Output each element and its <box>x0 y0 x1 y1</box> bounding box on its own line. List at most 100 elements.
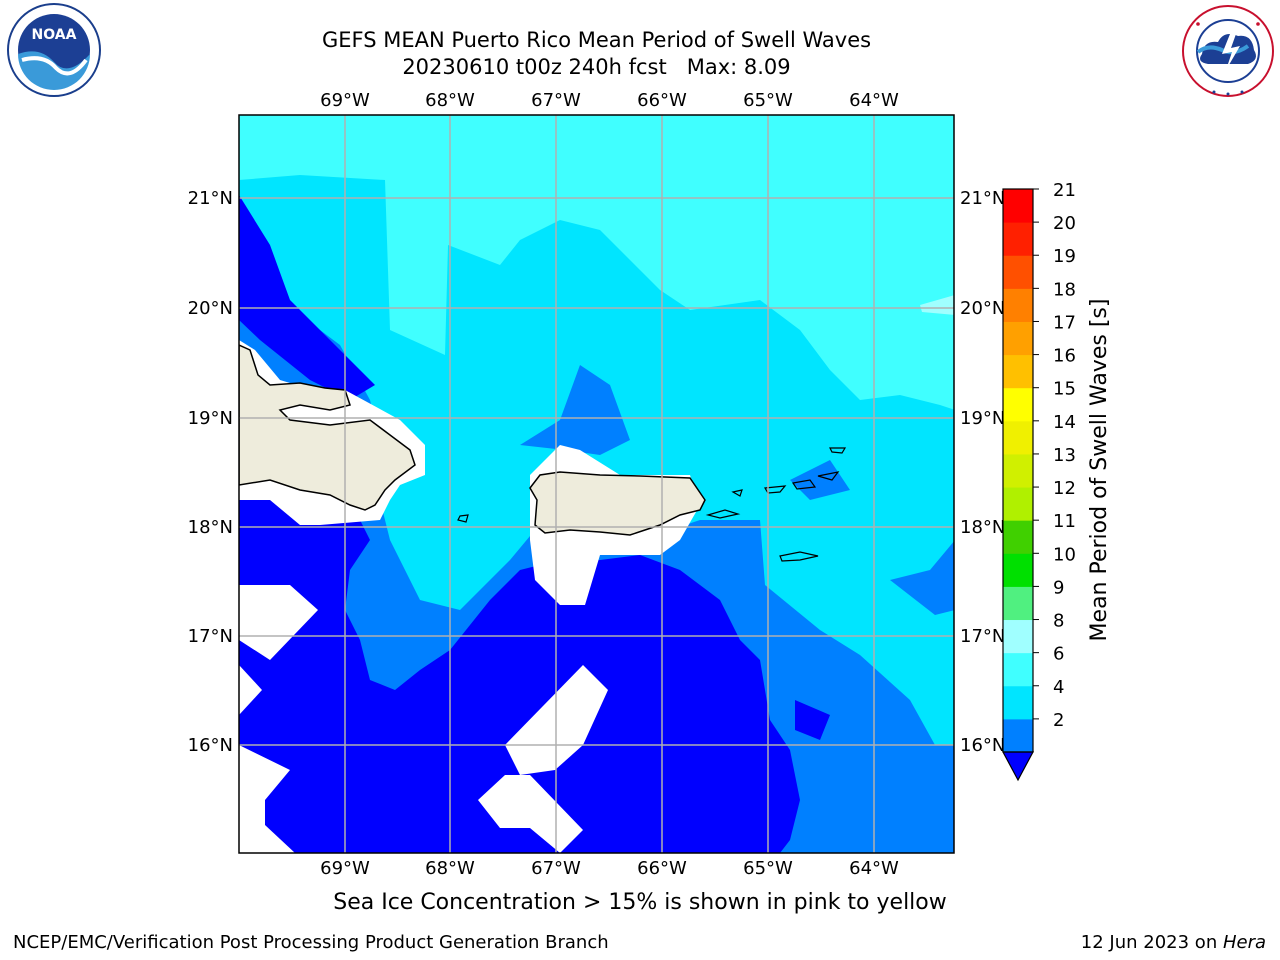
lon-label: 67°W <box>531 90 581 111</box>
colorbar-tick-label: 12 <box>1053 478 1076 499</box>
lat-label: 21°N <box>188 188 233 209</box>
st-thomas-island <box>763 485 787 494</box>
lat-label: 18°N <box>960 517 1005 538</box>
contour-below-2s-b <box>239 500 800 853</box>
land-mask-sw3 <box>239 745 295 853</box>
gridlines <box>239 115 954 853</box>
lon-labels-top: 69°W 68°W 67°W 66°W 65°W 64°W <box>320 90 899 111</box>
colorbar-bin <box>1003 586 1033 621</box>
footer-date-text: 12 Jun 2023 on <box>1080 932 1223 953</box>
colorbar-tick-label: 18 <box>1053 279 1076 300</box>
lat-labels-right: 21°N 20°N 19°N 18°N 17°N 16°N <box>960 188 1005 756</box>
contour-2-4s-d <box>890 541 954 615</box>
lon-label: 64°W <box>849 858 899 879</box>
colorbar-bin <box>1003 652 1033 687</box>
lon-label: 69°W <box>320 90 370 111</box>
colorbar-tick-label: 8 <box>1053 611 1064 632</box>
lat-label: 17°N <box>960 626 1005 647</box>
contour-4-6s-c <box>740 350 800 400</box>
colorbar-tick-label: 15 <box>1053 379 1076 400</box>
lon-label: 67°W <box>531 858 581 879</box>
land-mask-sw2 <box>239 665 262 715</box>
colorbar-tick-label: 20 <box>1053 213 1076 234</box>
colorbar-bin <box>1003 553 1033 587</box>
sea-ice-caption: Sea Ice Concentration > 15% is shown in … <box>333 890 947 915</box>
contour-8-9s <box>920 295 954 315</box>
lat-label: 16°N <box>188 735 233 756</box>
culebra-island <box>731 489 743 497</box>
lat-labels-left: 21°N 20°N 19°N 18°N 17°N 16°N <box>188 188 233 756</box>
colorbar: 21 20 19 18 17 16 15 14 13 12 11 10 9 8 6 4 2 <box>1001 180 1076 782</box>
lat-label: 20°N <box>960 298 1005 319</box>
lon-labels-bottom: 69°W 68°W 67°W 66°W 65°W 64°W <box>320 858 899 879</box>
colorbar-bin <box>1003 453 1033 488</box>
nws-logo-icon <box>1182 5 1274 97</box>
lat-label: 19°N <box>960 408 1005 429</box>
lat-label: 20°N <box>188 298 233 319</box>
colorbar-tick-label: 9 <box>1053 577 1064 598</box>
colorbar-bin <box>1003 420 1033 455</box>
footer-credit: NCEP/EMC/Verification Post Processing Pr… <box>13 932 609 953</box>
colorbar-under-triangle <box>1001 751 1035 782</box>
lat-label: 18°N <box>188 517 233 538</box>
contour-4-6s-b <box>520 300 575 430</box>
colorbar-bin <box>1003 321 1033 356</box>
lon-label: 64°W <box>849 90 899 111</box>
colorbar-tick-label: 13 <box>1053 445 1076 466</box>
colorbar-tick-label: 6 <box>1053 644 1064 665</box>
colorbar-label: Mean Period of Swell Waves [s] <box>1087 299 1112 642</box>
noaa-logo-icon: NOAA <box>7 3 101 97</box>
lat-label: 17°N <box>188 626 233 647</box>
lon-label: 68°W <box>425 858 475 879</box>
colorbar-bin <box>1003 487 1033 521</box>
footer-host: Hera <box>1222 932 1266 953</box>
colorbar-bin <box>1003 222 1033 256</box>
lon-label: 65°W <box>743 90 793 111</box>
colorbar-tick-label: 16 <box>1053 346 1076 367</box>
colorbar-frame <box>1002 188 1034 753</box>
colorbar-bin <box>1003 255 1033 289</box>
map-frame <box>238 114 955 854</box>
swell-period-field <box>239 115 954 853</box>
virgin-gorda-island <box>817 471 840 481</box>
lat-label: 21°N <box>960 188 1005 209</box>
lon-label: 65°W <box>743 858 793 879</box>
footer-date: 12 Jun 2023 on Hera <box>1081 932 1266 953</box>
tortola-island <box>791 479 817 490</box>
contour-below-2s-c <box>795 700 830 740</box>
colorbar-tick-label: 4 <box>1053 677 1064 698</box>
st-croix-island <box>779 551 819 562</box>
mona-island <box>457 514 469 523</box>
land-mask-sw1 <box>239 585 318 660</box>
colorbar-bin <box>1003 685 1033 720</box>
colorbar-tick-label: 10 <box>1053 544 1076 565</box>
contour-below-2s <box>239 195 375 400</box>
colorbar-bin <box>1003 387 1033 422</box>
colorbar-bin <box>1003 288 1033 322</box>
lon-label: 68°W <box>425 90 475 111</box>
colorbar-tick-label: 14 <box>1053 412 1076 433</box>
lat-label: 16°N <box>960 735 1005 756</box>
map-subtitle: 20230610 t00z 240h fcst Max: 8.09 <box>402 55 791 79</box>
anegada-island <box>829 447 847 454</box>
colorbar-bin <box>1003 189 1033 223</box>
map-title: GEFS MEAN Puerto Rico Mean Period of Swe… <box>321 28 872 52</box>
hispaniola-landmass <box>239 344 416 511</box>
contour-2-4s-b <box>520 365 630 455</box>
contour-2-4s-c <box>790 460 850 500</box>
colorbar-tick-label: 19 <box>1053 246 1076 267</box>
colorbar-bin <box>1003 718 1033 753</box>
lon-label: 66°W <box>637 90 687 111</box>
noaa-logo-text: NOAA <box>32 27 77 43</box>
colorbar-bin <box>1003 619 1033 654</box>
colorbar-tick-label: 21 <box>1053 180 1076 201</box>
colorbar-bin <box>1003 354 1033 389</box>
colorbar-tick-label: 2 <box>1053 710 1064 731</box>
vieques-island <box>705 509 741 519</box>
lat-label: 19°N <box>188 408 233 429</box>
lon-label: 66°W <box>637 858 687 879</box>
colorbar-tick-label: 17 <box>1053 312 1076 333</box>
lon-label: 69°W <box>320 858 370 879</box>
colorbar-bin <box>1003 520 1033 554</box>
